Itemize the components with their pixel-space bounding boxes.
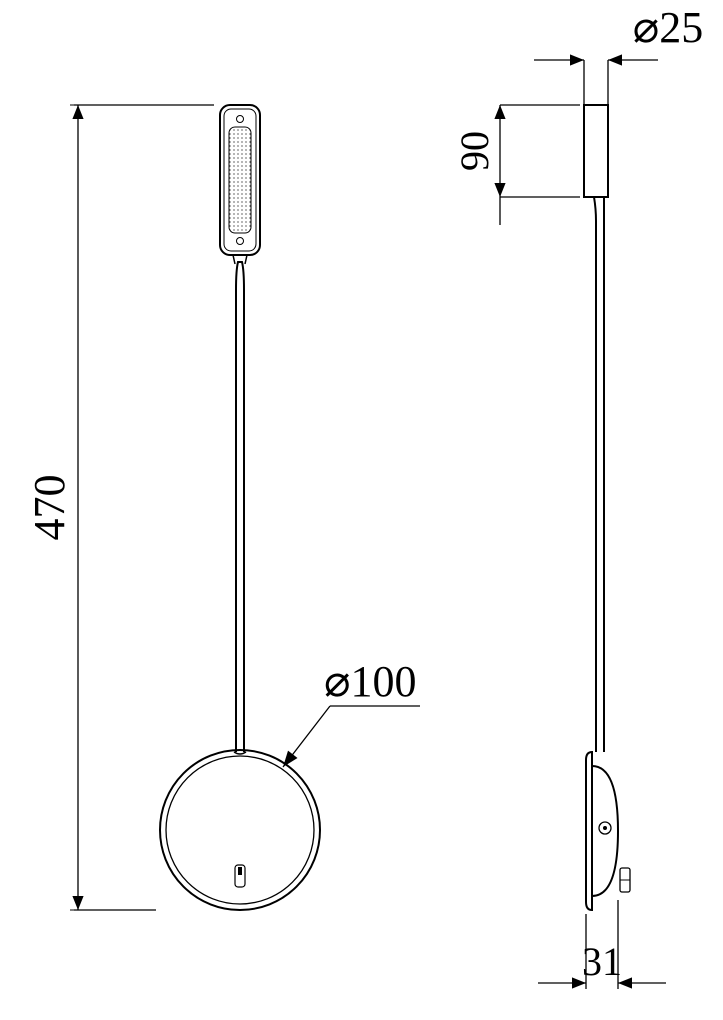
dim-base-diameter: ⌀100 — [324, 657, 417, 706]
dim-head-height: 90 — [452, 131, 497, 171]
side-head — [584, 105, 608, 197]
front-stem — [236, 262, 244, 752]
dim-base-depth: 31 — [582, 939, 622, 984]
dimension-drawing: 470 ⌀100 ⌀25 90 31 — [0, 0, 723, 1020]
side-stem — [594, 197, 604, 752]
front-base-outer — [160, 750, 320, 910]
front-base-inner — [166, 756, 314, 904]
dim-head-diameter: ⌀25 — [633, 3, 704, 52]
dim-total-height: 470 — [25, 475, 74, 541]
side-base-body — [592, 766, 618, 896]
front-head-lens — [229, 127, 251, 233]
